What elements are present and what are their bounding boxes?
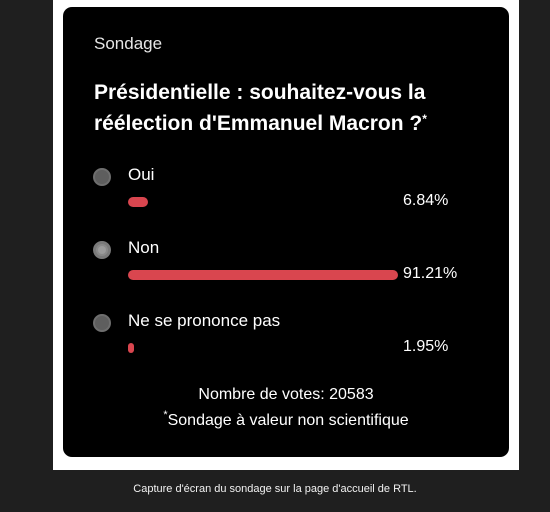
poll-question-asterisk: * (422, 112, 427, 126)
percent-oui: 6.84% (403, 192, 449, 209)
result-bar-oui (128, 197, 148, 207)
poll-card: Sondage Présidentielle : souhaitez-vous … (63, 7, 509, 457)
result-bar-non (128, 270, 398, 280)
poll-question-text: Présidentielle : souhaitez-vous la rééle… (94, 81, 426, 135)
poll-question: Présidentielle : souhaitez-vous la rééle… (94, 77, 494, 139)
option-label-oui: Oui (128, 165, 155, 184)
poll-label: Sondage (94, 34, 163, 53)
option-label-nsp: Ne se prononce pas (128, 311, 281, 330)
percent-non: 91.21% (403, 265, 458, 282)
vote-count: Nombre de votes: 20583 (198, 386, 374, 403)
radio-oui[interactable] (93, 168, 111, 186)
disclaimer-asterisk: * (163, 409, 168, 421)
poll-option-oui[interactable]: Oui 6.84% (93, 165, 503, 228)
radio-non[interactable] (93, 241, 111, 259)
poll-option-nsp[interactable]: Ne se prononce pas 1.95% (93, 311, 503, 374)
percent-nsp: 1.95% (403, 338, 449, 355)
result-bar-nsp (128, 343, 134, 353)
radio-nsp[interactable] (93, 314, 111, 332)
disclaimer-text: Sondage à valeur non scientifique (167, 412, 409, 429)
poll-option-non[interactable]: Non 91.21% (93, 238, 503, 301)
option-label-non: Non (128, 238, 160, 257)
image-caption: Capture d'écran du sondage sur la page d… (133, 483, 417, 495)
disclaimer: *Sondage à valeur non scientifique (63, 409, 509, 430)
